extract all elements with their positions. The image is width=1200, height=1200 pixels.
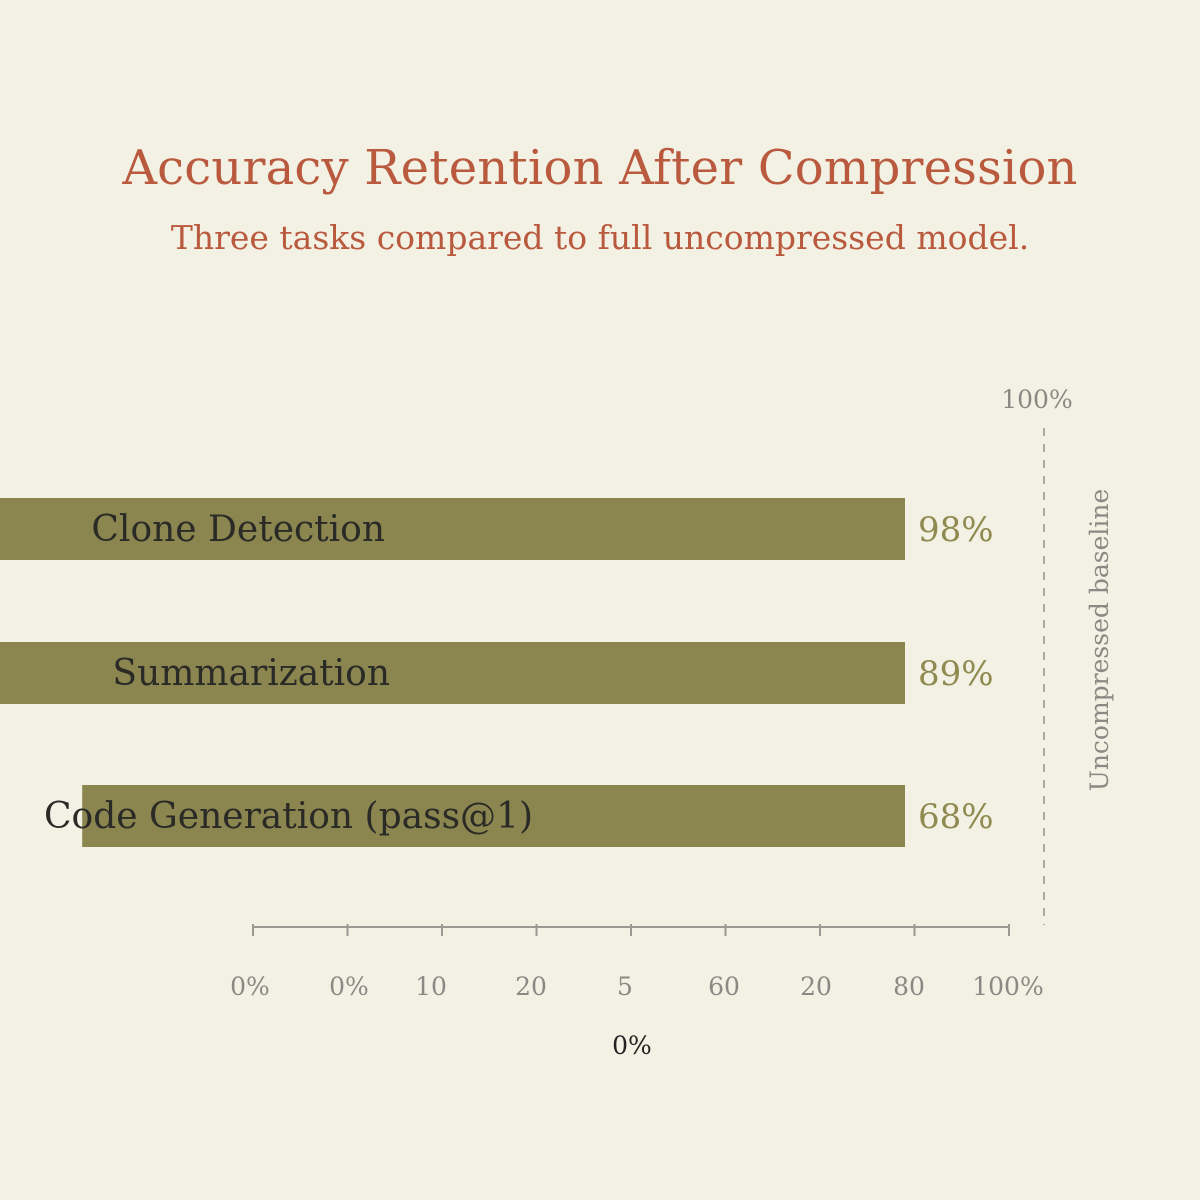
x-axis-label: 0% [612, 1031, 652, 1060]
category-label: Summarization [112, 653, 390, 694]
x-tick-label: 0% [329, 972, 369, 1001]
bar-1 [0, 498, 906, 560]
bar-3 [82, 785, 905, 847]
category-label: Clone Detection [91, 509, 385, 550]
value-label: 98% [918, 510, 994, 550]
value-label: 89% [918, 654, 994, 694]
x-tick-label: 100% [972, 972, 1043, 1001]
x-tick-label: 0% [230, 972, 270, 1001]
baseline-top-label: 100% [1001, 385, 1072, 414]
value-label: 68% [918, 797, 994, 837]
x-tick-label: 20 [515, 972, 547, 1001]
category-label: Code Generation (pass@1) [44, 796, 533, 837]
x-tick-label: 80 [893, 972, 925, 1001]
chart-title: Accuracy Retention After Compression [122, 140, 1078, 196]
chart-subtitle: Three tasks compared to full uncompresse… [170, 218, 1030, 257]
bar-2 [0, 642, 906, 704]
x-tick-label: 5 [617, 972, 633, 1001]
baseline-label: Uncompressed baseline [1085, 489, 1114, 792]
x-tick-label: 20 [800, 972, 832, 1001]
x-tick-label: 60 [708, 972, 740, 1001]
x-tick-label: 10 [415, 972, 447, 1001]
